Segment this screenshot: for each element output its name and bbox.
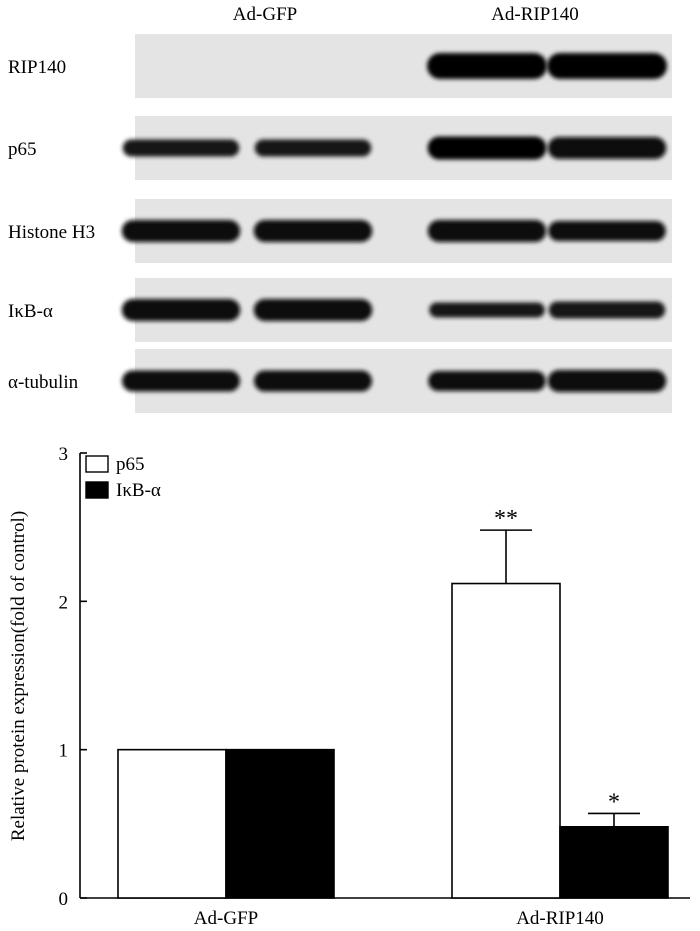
blot-band-p65-lane-2 (254, 139, 372, 157)
blot-row-label-rip140: RIP140 (8, 57, 66, 78)
error-bars: *** (480, 506, 640, 827)
blot-band-a-tubulin-lane-3 (428, 371, 546, 391)
blot-bands (121, 53, 667, 392)
blot-band-rip140-lane-3 (427, 53, 547, 79)
blot-band-ikb-a-lane-4 (548, 301, 666, 319)
bar-ikb-a-ad-gfp (225, 748, 335, 899)
blot-band-p65-lane-3 (427, 136, 547, 160)
blot-band-histone-h3-lane-3 (427, 220, 547, 242)
blot-group-label-ad-rip140: Ad-RIP140 (491, 4, 579, 25)
blot-row-label-a-tubulin: α-tubulin (8, 372, 79, 393)
legend-label-ikb: IκB-α (116, 480, 161, 501)
blot-band-ikb-a-lane-2 (253, 299, 373, 321)
blot-band-histone-h3-lane-2 (253, 220, 373, 242)
blot-band-ikb-a-lane-3 (429, 302, 545, 318)
blot-row-labels: RIP140 p65 Histone H3 IκB-α α-tubulin (8, 57, 95, 393)
blot-row-label-p65: p65 (8, 139, 37, 160)
legend-swatch-p65 (85, 455, 109, 473)
x-tick-label-ad-gfp: Ad-GFP (194, 908, 258, 929)
blot-band-a-tubulin-lane-1 (122, 370, 240, 392)
blot-band-histone-h3-lane-4 (548, 221, 666, 241)
blot-band-histone-h3-lane-1 (121, 220, 241, 242)
y-axis-label: Relative protein expression(fold of cont… (8, 511, 29, 841)
y-tick-label-0: 0 (59, 889, 69, 910)
blot-band-rip140-lane-4 (547, 53, 667, 79)
x-tick-label-ad-rip140: Ad-RIP140 (516, 908, 604, 929)
blot-row-label-histone-h3: Histone H3 (8, 222, 95, 243)
blot-row-label-ikb-a: IκB-α (8, 301, 53, 322)
bars (117, 582, 669, 899)
y-tick-label-3: 3 (59, 444, 69, 465)
legend-swatch-ikb (85, 481, 109, 499)
blot-band-p65-lane-1 (122, 139, 240, 157)
legend: p65 IκB-α (85, 454, 161, 501)
bar-ikb-a-ad-rip140 (559, 825, 669, 899)
blot-band-a-tubulin-lane-2 (254, 370, 372, 392)
y-tick-label-1: 1 (59, 741, 69, 762)
western-blot-panel: Ad-GFP Ad-RIP140 RIP140 p65 Histone H3 IκB-… (8, 4, 672, 413)
legend-label-p65: p65 (116, 454, 145, 475)
blot-group-label-ad-gfp: Ad-GFP (233, 4, 297, 25)
blot-band-ikb-a-lane-1 (121, 299, 241, 321)
blot-band-p65-lane-4 (547, 137, 667, 159)
bar-p65-ad-rip140 (451, 582, 561, 899)
y-ticks: 0 1 2 3 (59, 444, 87, 910)
y-tick-label-2: 2 (59, 592, 69, 613)
blot-band-a-tubulin-lane-4 (547, 370, 667, 392)
significance-ikb-a-ad-rip140: * (608, 789, 620, 815)
significance-p65-ad-rip140: ** (494, 506, 518, 532)
bar-p65-ad-gfp (117, 748, 227, 899)
x-ticks: Ad-GFP Ad-RIP140 (194, 908, 604, 929)
